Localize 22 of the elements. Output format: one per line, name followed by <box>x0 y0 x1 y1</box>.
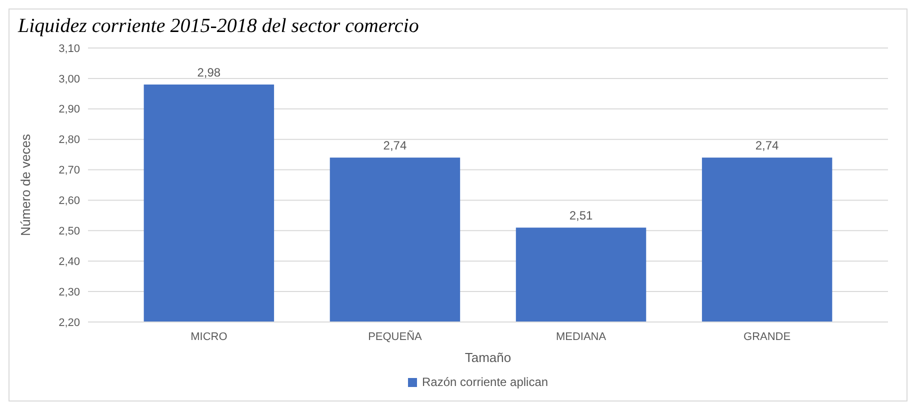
x-tick-label: MEDIANA <box>556 331 607 343</box>
x-tick-label: MICRO <box>190 331 228 343</box>
y-tick-label: 2,90 <box>58 104 80 116</box>
x-tick-label: GRANDE <box>744 331 791 343</box>
y-tick-label: 2,40 <box>58 256 80 268</box>
x-axis-title: Tamaño <box>464 350 512 365</box>
y-tick-label: 2,20 <box>58 316 80 329</box>
y-tick-label: 2,30 <box>58 286 80 298</box>
y-tick-label: 2,80 <box>58 134 80 146</box>
y-tick-label: 3,00 <box>58 73 80 86</box>
y-axis-title: Número de veces <box>18 134 33 236</box>
data-label: 2,51 <box>569 208 594 223</box>
data-label: 2,74 <box>755 138 780 153</box>
x-tick-label: PEQUEÑA <box>368 330 423 343</box>
data-label: 2,98 <box>197 66 221 80</box>
y-tick-label: 3,10 <box>58 42 80 55</box>
chart-title: Liquidez corriente 2015-2018 del sector comercio <box>17 15 419 37</box>
y-tick-label: 2,60 <box>58 195 80 208</box>
data-label: 2,74 <box>383 138 407 153</box>
y-tick-label: 2,50 <box>58 226 80 238</box>
y-tick-label: 2,70 <box>58 164 80 177</box>
legend-label: Razón corriente aplican <box>422 375 548 389</box>
